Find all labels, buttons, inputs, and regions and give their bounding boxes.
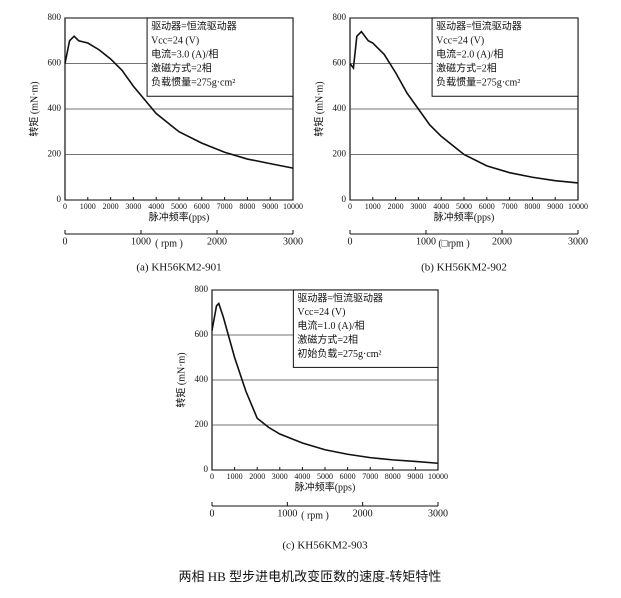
- y-tick-label: 0: [342, 194, 347, 204]
- annotation-box: [431, 17, 579, 97]
- figure-caption: 两相 HB 型步进电机改变匝数的速度-转矩特性: [179, 569, 442, 584]
- y-tick-label: 200: [333, 149, 347, 159]
- x-tick-label: 8000: [524, 202, 540, 211]
- y-tick-label: 600: [195, 329, 209, 339]
- annotation-line: 驱动器=恒流驱动器: [151, 19, 237, 32]
- x-tick-label: 4000: [433, 202, 449, 211]
- x-tick-label: 1000: [365, 202, 381, 211]
- y-tick-label: 0: [204, 464, 209, 474]
- x-tick-label: 3000: [272, 472, 288, 481]
- y-axis-label: 转矩 (mN·m): [27, 81, 40, 136]
- y-tick-label: 400: [48, 103, 62, 113]
- annotation-box: [146, 17, 294, 97]
- x2-tick-label: 1000: [131, 236, 151, 247]
- annotation-line: 电流=2.0 (A)/相: [436, 47, 503, 60]
- y-tick-label: 400: [195, 374, 209, 384]
- x-tick-label: 0: [63, 202, 67, 211]
- x-tick-label: 0: [210, 472, 214, 481]
- x-tick-label: 1000: [80, 202, 96, 211]
- x-axis-label: 脉冲频率(pps): [295, 480, 356, 493]
- x-tick-label: 6000: [194, 202, 210, 211]
- annotation-box: [292, 289, 439, 368]
- annotation-line: 负载惯量=275g·cm²: [436, 76, 520, 89]
- x-tick-label: 8000: [385, 472, 401, 481]
- x2-tick-label: 1000: [277, 508, 297, 519]
- x-tick-label: 6000: [340, 472, 356, 481]
- x2-tick-label: 0: [348, 236, 353, 247]
- x2-axis-label: ( rpm ): [155, 238, 183, 249]
- y-tick-label: 200: [195, 419, 209, 429]
- annotation-line: 激磁方式=2相: [297, 333, 358, 346]
- annotation-line: Vcc=24 (V): [436, 35, 484, 46]
- y-axis-label: 转矩 (mN·m): [312, 81, 325, 136]
- y-tick-label: 800: [48, 12, 62, 22]
- x-tick-label: 4000: [294, 472, 310, 481]
- x2-tick-label: 2000: [492, 236, 512, 247]
- x2-axis-label: (□rpm ): [438, 238, 469, 249]
- x2-tick-label: 0: [63, 236, 68, 247]
- x-tick-label: 1000: [227, 472, 243, 481]
- annotation-line: 驱动器=恒流驱动器: [297, 291, 383, 304]
- x-tick-label: 10000: [428, 472, 448, 481]
- chart-subtitle: (b) KH56KM2-902: [421, 262, 507, 274]
- annotation-line: 电流=3.0 (A)/相: [151, 47, 218, 60]
- x-tick-label: 7000: [217, 202, 233, 211]
- x2-tick-label: 3000: [283, 236, 303, 247]
- x-tick-label: 4000: [148, 202, 164, 211]
- x-tick-label: 10000: [568, 202, 588, 211]
- x2-tick-label: 3000: [428, 508, 448, 519]
- x2-tick-label: 1000: [416, 236, 436, 247]
- x-tick-label: 2000: [103, 202, 119, 211]
- annotation-line: 激磁方式=2相: [151, 61, 212, 74]
- y-tick-label: 600: [48, 58, 62, 68]
- annotation-line: 电流=1.0 (A)/相: [297, 319, 364, 332]
- torque-curve: [211, 302, 439, 465]
- x-tick-label: 0: [348, 202, 352, 211]
- x-tick-label: 3000: [125, 202, 141, 211]
- x2-tick-label: 0: [210, 508, 215, 519]
- chart-subtitle: (c) KH56KM2-903: [282, 540, 368, 552]
- annotation-line: Vcc=24 (V): [151, 35, 199, 46]
- y-tick-label: 200: [48, 149, 62, 159]
- x2-axis-label: ( rpm ): [301, 510, 329, 521]
- x-tick-label: 5000: [456, 202, 472, 211]
- annotation-line: 负载惯量=275g·cm²: [151, 76, 235, 89]
- x-tick-label: 6000: [479, 202, 495, 211]
- y-tick-label: 0: [57, 194, 62, 204]
- x-axis-label: 脉冲频率(pps): [434, 210, 495, 223]
- x-tick-label: 3000: [410, 202, 426, 211]
- x-tick-label: 2000: [388, 202, 404, 211]
- y-tick-label: 400: [333, 103, 347, 113]
- x-axis-label: 脉冲频率(pps): [149, 210, 210, 223]
- annotation-line: 驱动器=恒流驱动器: [436, 19, 522, 32]
- y-tick-label: 800: [333, 12, 347, 22]
- x-tick-label: 2000: [249, 472, 265, 481]
- torque-curve: [64, 35, 294, 169]
- x-tick-label: 9000: [262, 202, 278, 211]
- annotation-line: 初始负载=275g·cm²: [297, 347, 381, 360]
- x-tick-label: 10000: [283, 202, 303, 211]
- x2-tick-label: 2000: [353, 508, 373, 519]
- annotation-line: Vcc=24 (V): [297, 307, 345, 318]
- x-tick-label: 7000: [502, 202, 518, 211]
- chart-subtitle: (a) KH56KM2-901: [136, 262, 221, 274]
- torque-curve: [349, 30, 579, 184]
- annotation-line: 激磁方式=2相: [436, 61, 497, 74]
- x2-tick-label: 2000: [207, 236, 227, 247]
- x-tick-label: 7000: [362, 472, 378, 481]
- y-tick-label: 800: [195, 284, 209, 294]
- x-tick-label: 9000: [407, 472, 423, 481]
- x-tick-label: 5000: [317, 472, 333, 481]
- y-axis-label: 转矩 (mN·m): [174, 352, 187, 407]
- x-tick-label: 9000: [547, 202, 563, 211]
- x-tick-label: 5000: [171, 202, 187, 211]
- y-tick-label: 600: [333, 58, 347, 68]
- x2-tick-label: 3000: [568, 236, 588, 247]
- x-tick-label: 8000: [239, 202, 255, 211]
